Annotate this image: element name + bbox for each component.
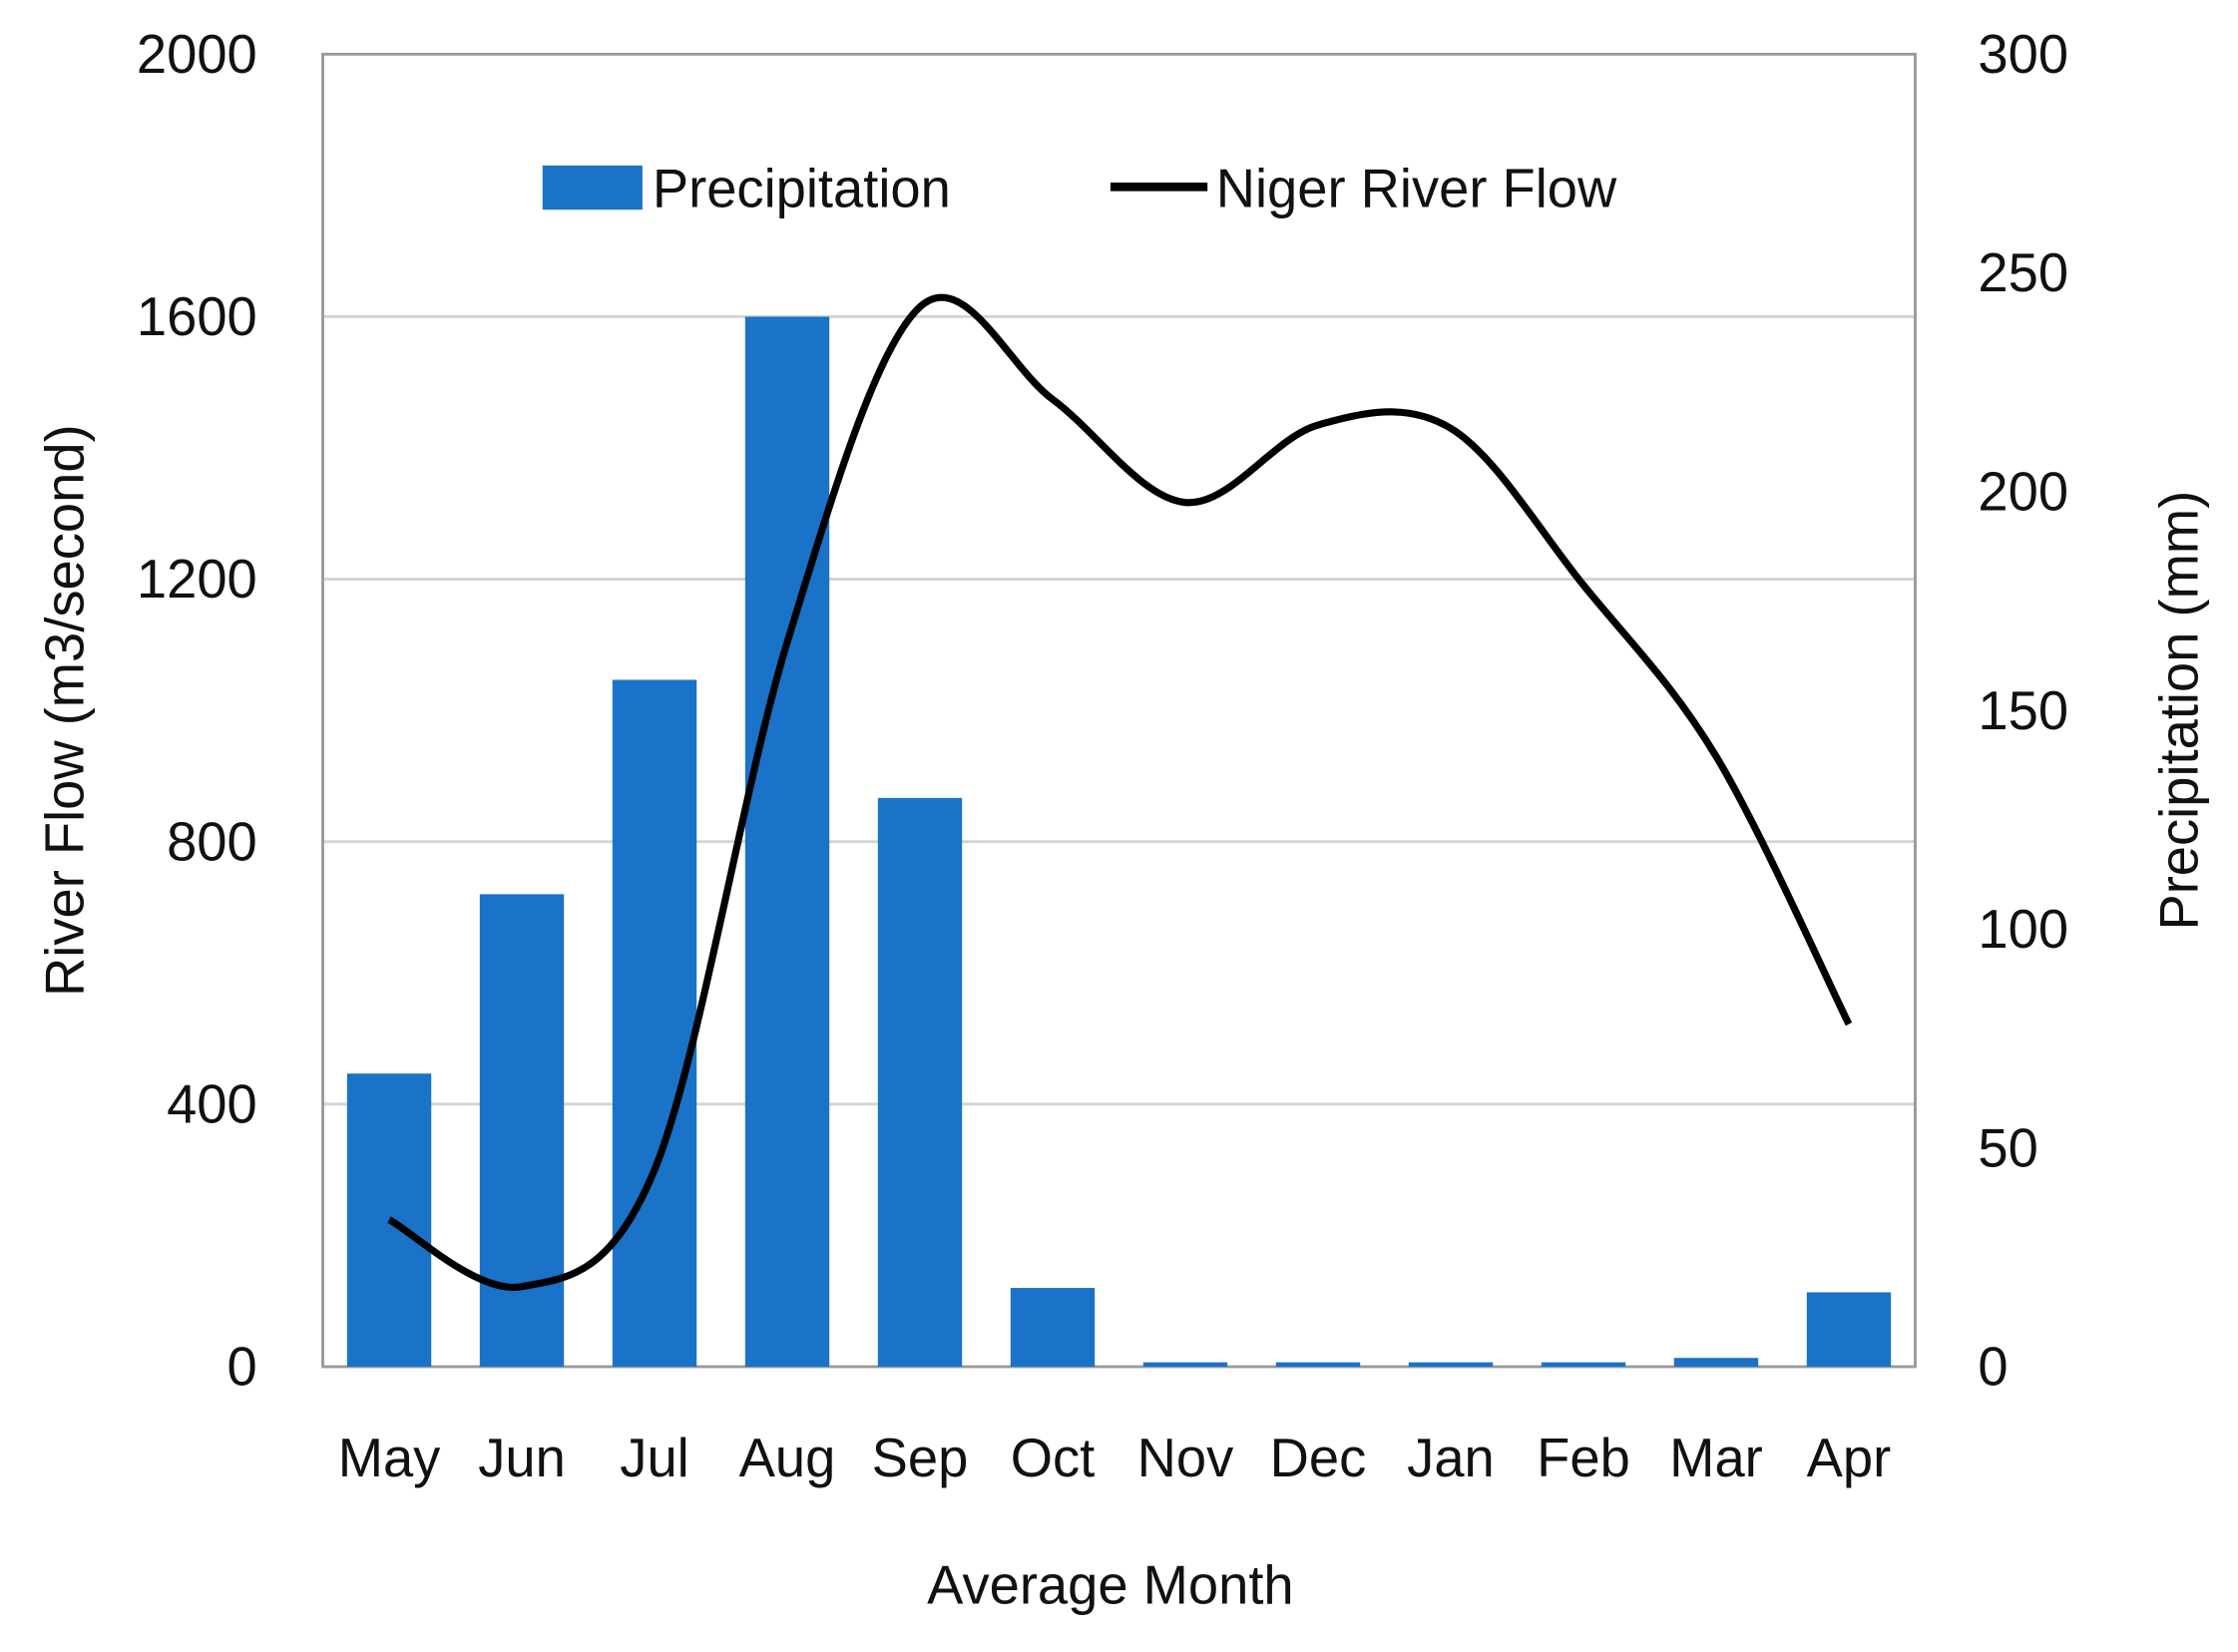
- gridlines: [322, 315, 1916, 1106]
- y-tick-label: 400: [167, 1073, 257, 1134]
- river-flow-line: [387, 293, 1853, 1291]
- x-tick-label: May: [338, 1428, 441, 1488]
- bar-feb: [1541, 1362, 1626, 1367]
- x-tick-label: Aug: [739, 1428, 836, 1488]
- bar-aug: [744, 316, 830, 1367]
- y2-tick-label: 100: [1978, 899, 2068, 960]
- plot-frame: [321, 52, 1917, 1369]
- x-tick-label: Mar: [1669, 1428, 1763, 1488]
- y2-tick-label: 200: [1978, 461, 2068, 522]
- left-axis-ticks: 0 400 800 1200 1600 2000: [137, 24, 257, 1398]
- legend-label-flow: Niger River Flow: [1216, 158, 1617, 218]
- x-tick-label: Oct: [1011, 1428, 1096, 1488]
- x-axis-ticks: May Jun Jul Aug Sep Oct Nov Dec Jan Feb Mar Apr: [338, 1428, 1892, 1488]
- y2-tick-label: 0: [1978, 1337, 2008, 1398]
- y2-tick-label: 250: [1978, 242, 2068, 303]
- bar-oct: [1010, 1288, 1096, 1367]
- y-tick-label: 2000: [137, 24, 257, 85]
- x-tick-label: Feb: [1537, 1428, 1630, 1488]
- y-tick-label: 1600: [137, 286, 257, 347]
- y2-axis-label: Precipitation (mm): [2149, 491, 2210, 931]
- x-axis-label: Average Month: [927, 1554, 1293, 1615]
- bar-jan: [1408, 1362, 1494, 1367]
- y-axis-label: River Flow (m3/second): [34, 424, 95, 997]
- legend-swatch-precipitation: [542, 165, 643, 210]
- bar-nov: [1142, 1362, 1228, 1367]
- bar-sep: [877, 797, 963, 1367]
- x-tick-label: Jun: [478, 1428, 566, 1488]
- y-tick-label: 1200: [137, 549, 257, 610]
- legend-label-precipitation: Precipitation: [653, 158, 951, 218]
- y2-tick-label: 300: [1978, 24, 2068, 85]
- x-tick-label: Jan: [1407, 1428, 1495, 1488]
- bar-jun: [479, 894, 565, 1367]
- y2-tick-label: 50: [1978, 1117, 2037, 1178]
- bar-mar: [1673, 1358, 1759, 1367]
- x-tick-label: Dec: [1270, 1428, 1367, 1488]
- bar-dec: [1275, 1362, 1361, 1367]
- y-tick-label: 800: [167, 811, 257, 872]
- x-tick-label: Jul: [620, 1428, 688, 1488]
- legend: Precipitation Niger River Flow: [542, 158, 1617, 218]
- x-tick-label: Sep: [872, 1428, 969, 1488]
- y2-tick-label: 150: [1978, 680, 2068, 741]
- x-tick-label: Apr: [1807, 1428, 1892, 1488]
- bar-jul: [612, 679, 697, 1367]
- y-tick-label: 0: [227, 1337, 257, 1398]
- bar-apr: [1806, 1292, 1892, 1367]
- right-axis-ticks: 0 50 100 150 200 250 300: [1978, 24, 2068, 1398]
- x-tick-label: Nov: [1137, 1428, 1234, 1488]
